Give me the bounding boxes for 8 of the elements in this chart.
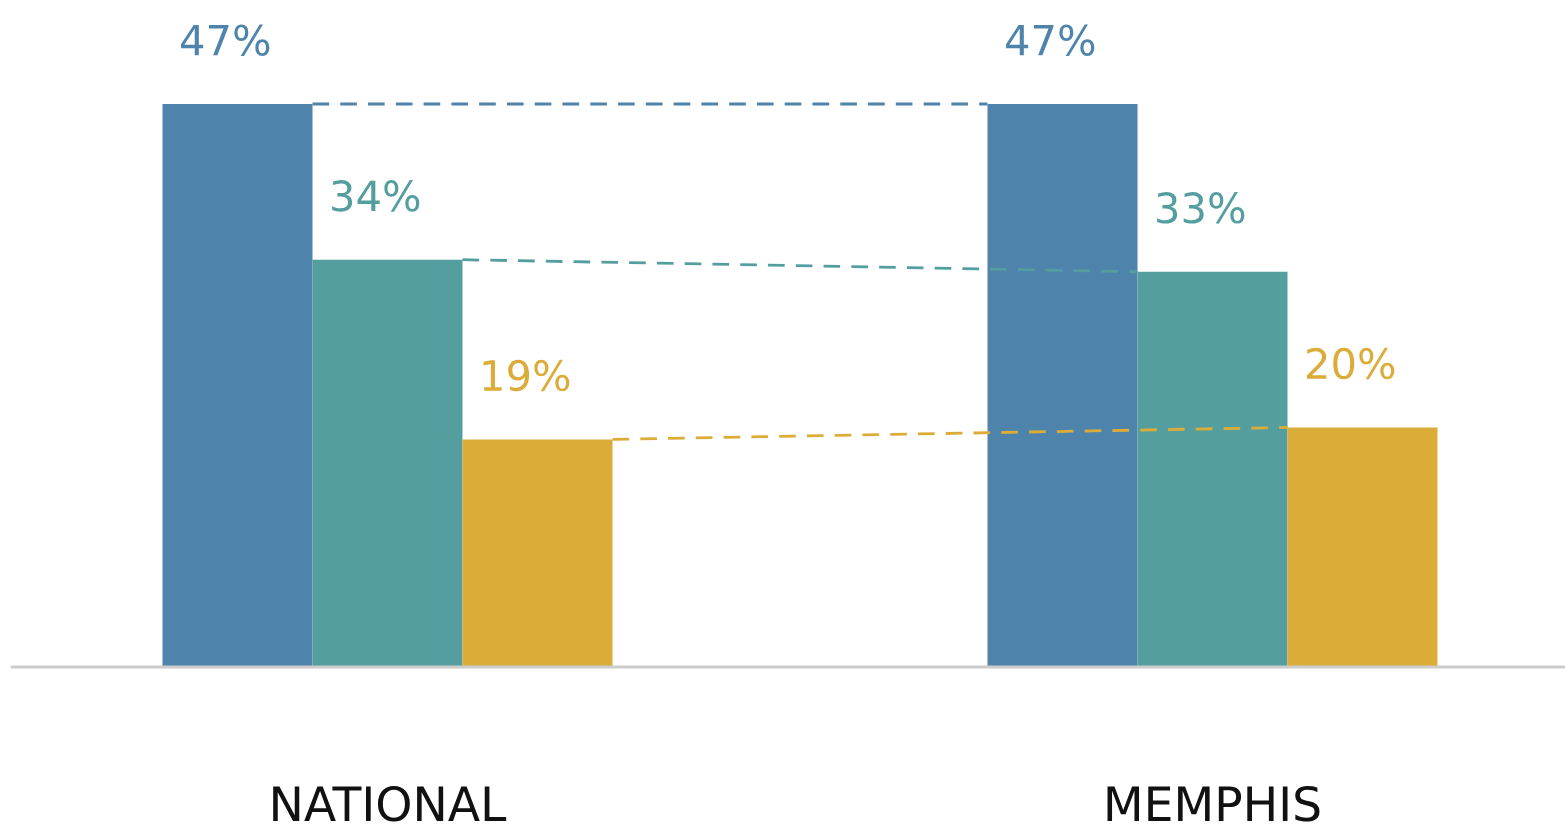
data-label: 33% xyxy=(1157,192,1245,224)
x-tick-label: MEMPHIS xyxy=(1107,785,1320,822)
data-label: 19% xyxy=(483,359,570,392)
x-tick-label: NATIONAL xyxy=(273,785,507,822)
data-label: 20% xyxy=(1307,347,1395,380)
data-label: 34% xyxy=(332,180,420,212)
data-label: 47% xyxy=(1006,24,1095,56)
data-label: 47% xyxy=(181,24,270,56)
